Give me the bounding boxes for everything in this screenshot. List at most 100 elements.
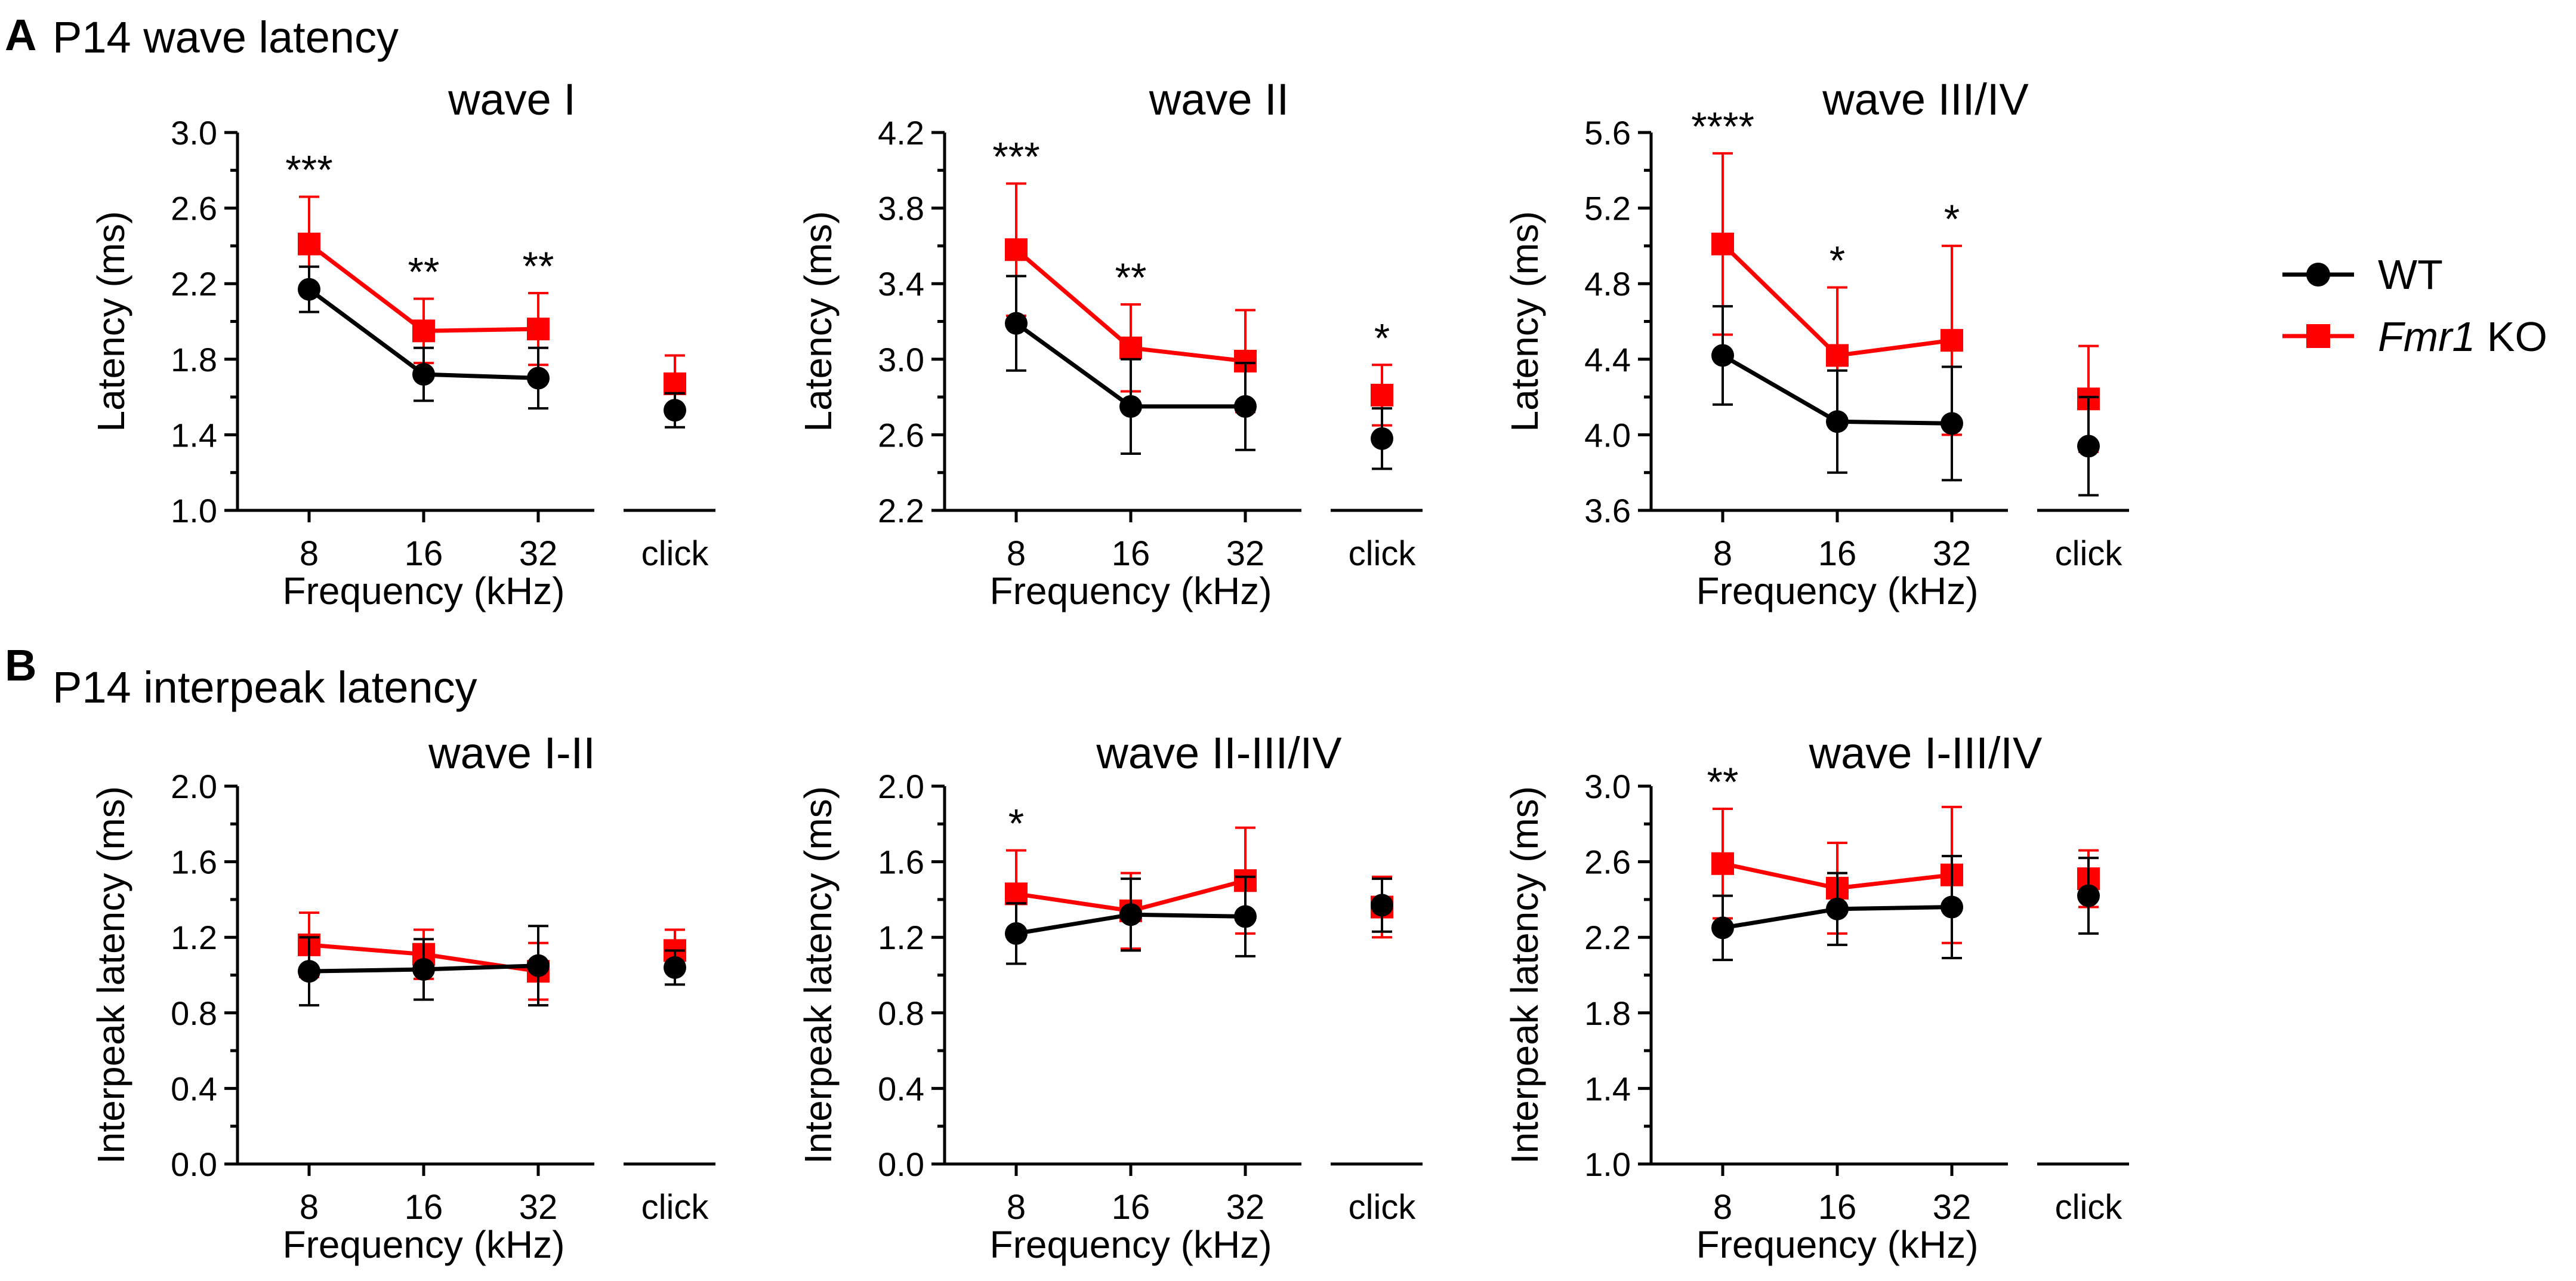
- data-point: [1005, 312, 1028, 335]
- data-point: [1119, 336, 1142, 359]
- x-tick-label: 32: [1226, 534, 1265, 573]
- x-tick-label: 8: [1713, 1188, 1732, 1227]
- y-tick-label: 1.0: [1584, 1145, 1631, 1183]
- x-tick-label: 16: [1112, 534, 1150, 573]
- data-point: [412, 363, 435, 386]
- chart-1: wave I 1.0 1.4 1.8 2.2 2.6 3.0 Latency (ms) 8 16 3…: [90, 75, 715, 612]
- x-tick-label: 8: [1713, 534, 1732, 573]
- panel-letter-a: A: [5, 10, 36, 60]
- y-axis-label: Interpeak latency (ms): [797, 786, 840, 1164]
- y-tick-label: 4.8: [1584, 265, 1631, 303]
- data-point: [1005, 922, 1028, 945]
- x-axis-label: Frequency (kHz): [990, 569, 1272, 612]
- significance-label: **: [523, 244, 554, 289]
- chart-title: wave I-III/IV: [1809, 728, 2043, 778]
- y-tick-label: 1.4: [171, 416, 217, 454]
- series-wt: [1711, 305, 2100, 497]
- y-tick-label: 1.2: [878, 919, 924, 956]
- x-tick-label-click: click: [2055, 534, 2123, 573]
- legend-ko-label-rest: KO: [2475, 313, 2547, 360]
- legend: WT Fmr1 KO: [2282, 251, 2547, 360]
- significance-label: ****: [1691, 104, 1754, 149]
- data-point: [298, 232, 320, 255]
- data-click-point: [2077, 884, 2100, 907]
- data-point: [527, 367, 550, 390]
- panel-title-b: P14 interpeak latency: [53, 663, 477, 712]
- data-point: [298, 960, 320, 983]
- x-tick-label: 16: [405, 534, 443, 573]
- chart-title: wave II: [1149, 75, 1289, 124]
- x-axis-label: Frequency (kHz): [283, 1223, 565, 1266]
- series-ko: [1711, 805, 2100, 944]
- data-click-point: [1371, 427, 1393, 450]
- data-point: [1119, 395, 1142, 418]
- series-wt: [1711, 855, 2100, 962]
- y-tick-label: 4.2: [878, 114, 924, 152]
- x-tick-label: 32: [1933, 534, 1972, 573]
- x-tick-label-click: click: [641, 1188, 709, 1227]
- y-tick-label: 5.2: [1584, 190, 1631, 227]
- y-tick-label: 1.6: [171, 843, 217, 881]
- significance-label: *: [1008, 801, 1024, 846]
- y-axis-label: Interpeak latency (ms): [1503, 786, 1546, 1164]
- panel-title-a: P14 wave latency: [53, 13, 399, 62]
- significance-label: **: [1115, 255, 1147, 300]
- y-tick-label: 1.8: [1584, 994, 1631, 1032]
- y-tick-label: 0.4: [878, 1070, 924, 1107]
- series-ko: [1005, 826, 1393, 950]
- significance-label: *: [1944, 196, 1960, 242]
- y-tick-label: 4.4: [1584, 341, 1631, 378]
- series-ko: [298, 195, 686, 414]
- y-axis-label: Latency (ms): [797, 211, 840, 432]
- data-point: [1005, 238, 1028, 261]
- y-tick-label: 0.4: [171, 1070, 217, 1107]
- x-tick-label: 16: [1818, 534, 1857, 573]
- x-axis-label: Frequency (kHz): [1696, 569, 1979, 612]
- chart-title: wave III/IV: [1822, 75, 2029, 124]
- chart-6: wave I-III/IV 1.0 1.4 1.8 2.2 2.6 3.0 Interpeak…: [1503, 728, 2129, 1266]
- legend-wt-label-text: WT: [2378, 251, 2443, 298]
- significance-label: ***: [992, 134, 1039, 179]
- y-tick-label: 1.0: [171, 492, 217, 529]
- data-point: [1119, 903, 1142, 926]
- x-tick-label-click: click: [641, 534, 709, 573]
- y-tick-label: 0.0: [878, 1145, 924, 1183]
- data-point: [1711, 852, 1734, 875]
- series-wt: [298, 925, 686, 1007]
- x-tick-label-click: click: [2055, 1188, 2123, 1227]
- y-tick-label: 2.2: [1584, 919, 1631, 956]
- y-tick-label: 1.4: [1584, 1070, 1631, 1107]
- y-tick-label: 0.0: [171, 1145, 217, 1183]
- data-point: [527, 318, 550, 341]
- x-tick-label: 8: [1007, 1188, 1026, 1227]
- x-tick-label: 16: [405, 1188, 443, 1227]
- y-axis-label: Interpeak latency (ms): [90, 786, 132, 1164]
- x-tick-label: 32: [519, 534, 558, 573]
- chart-title: wave I-II: [428, 728, 596, 778]
- y-tick-label: 3.0: [878, 341, 924, 378]
- data-click-point: [1371, 894, 1393, 917]
- data-point: [412, 958, 435, 981]
- y-tick-label: 1.8: [171, 341, 217, 378]
- y-tick-label: 2.0: [171, 768, 217, 805]
- data-point: [1941, 329, 1963, 352]
- chart-2: wave II 2.2 2.6 3.0 3.4 3.8 4.2 Latency (ms) 8 16…: [797, 75, 1423, 612]
- x-tick-label: 8: [1007, 534, 1026, 573]
- panel-letter-b: B: [5, 640, 36, 690]
- x-tick-label: 8: [300, 1188, 319, 1227]
- data-point: [1711, 232, 1734, 255]
- legend-ko-marker: [2306, 324, 2330, 348]
- chart-5: wave II-III/IV 0.0 0.4 0.8 1.2 1.6 2.0 Interpea…: [797, 728, 1423, 1266]
- data-point: [1941, 412, 1963, 435]
- x-axis-label: Frequency (kHz): [990, 1223, 1272, 1266]
- series-wt: [1005, 875, 1393, 965]
- y-tick-label: 2.2: [171, 265, 217, 303]
- y-tick-label: 0.8: [171, 994, 217, 1032]
- x-tick-label: 32: [519, 1188, 558, 1227]
- x-axis-label: Frequency (kHz): [283, 569, 565, 612]
- data-point: [1826, 897, 1849, 920]
- data-point: [1711, 916, 1734, 940]
- data-click-point: [664, 372, 686, 395]
- x-tick-label: 32: [1226, 1188, 1265, 1227]
